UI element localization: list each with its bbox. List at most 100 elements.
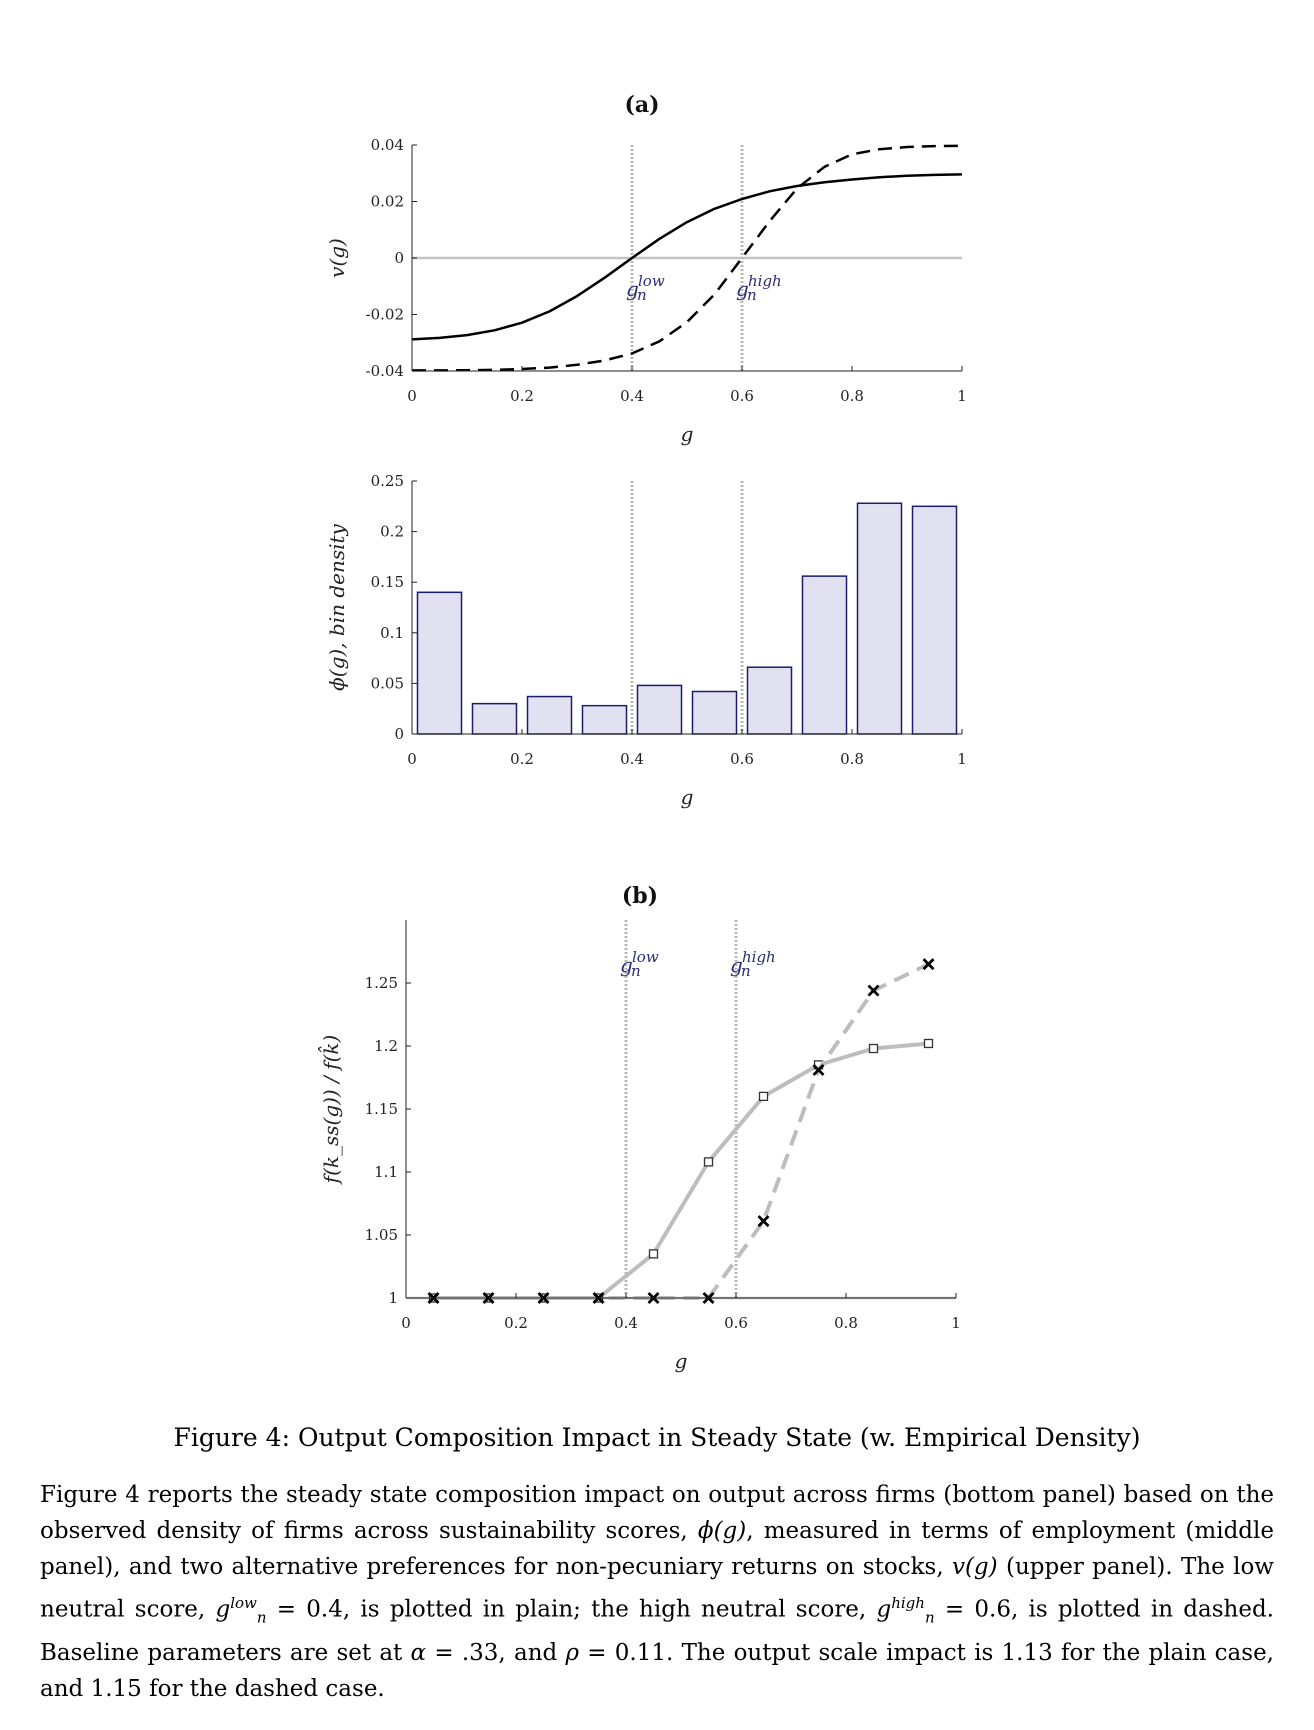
- caption-math: α: [410, 1640, 427, 1667]
- caption-part: Figure 4 reports the steady state compos…: [40, 1482, 1274, 1544]
- x-tick-label: 0: [407, 387, 417, 405]
- x-axis-label: g: [675, 1349, 688, 1373]
- x-tick-label: 0.2: [504, 1314, 528, 1332]
- x-axis-label: g: [681, 422, 694, 446]
- x-tick-label: 0.8: [840, 750, 864, 768]
- neutral-score-subscript-low: n: [637, 286, 647, 304]
- x-tick-label: 0.2: [510, 387, 534, 405]
- caption-math-sub: n: [256, 1608, 267, 1627]
- neutral-score-subscript-high: n: [741, 962, 751, 980]
- data-point-square: [648, 1249, 659, 1259]
- density-bar: [581, 704, 628, 735]
- density-bar: [471, 702, 518, 735]
- caption-part: = 0.11. The output scale impact is 1.13 …: [40, 1640, 1274, 1703]
- data-point-x: [757, 1215, 770, 1228]
- caption-math: ρ: [565, 1640, 580, 1667]
- x-tick-label: 0.6: [730, 750, 754, 768]
- y-axis-label: v(g): [325, 238, 349, 278]
- series-line-solid: [411, 173, 963, 341]
- series-line-dashed: [433, 962, 930, 1300]
- series-line-solid: [433, 1041, 929, 1300]
- x-tick-label: 0.4: [614, 1314, 638, 1332]
- data-point-square: [758, 1091, 769, 1102]
- y-tick-label: 0.2: [380, 523, 404, 541]
- y-tick-label: 1.1: [374, 1163, 398, 1181]
- y-tick-label: 1.25: [365, 974, 398, 992]
- data-point-square: [703, 1157, 714, 1167]
- neutral-score-superscript-low: low: [638, 272, 665, 290]
- neutral-score-subscript-high: n: [747, 286, 757, 304]
- caption-math: ϕ(g): [697, 1518, 747, 1544]
- x-tick-label: 0.8: [834, 1314, 858, 1332]
- y-tick-label: 1.05: [365, 1226, 398, 1244]
- x-tick-label: 0.8: [840, 387, 864, 405]
- panel-a-label: (a): [624, 92, 659, 118]
- density-bar: [691, 690, 738, 735]
- caption-math: g: [215, 1596, 231, 1623]
- y-tick-label: 0: [394, 725, 404, 743]
- caption-part: = .33, and: [426, 1640, 566, 1667]
- figure-caption-text: Figure 4 reports the steady state compos…: [40, 1477, 1274, 1707]
- x-tick-label: 0.4: [620, 387, 644, 405]
- caption-math: v(g): [951, 1554, 998, 1580]
- neutral-score-label-high: g: [730, 953, 743, 977]
- x-tick-label: 0: [401, 1314, 411, 1332]
- x-tick-label: 0.6: [730, 387, 754, 405]
- y-tick-label: 1: [388, 1289, 398, 1307]
- density-bar: [636, 684, 683, 735]
- x-tick-label: 0: [407, 750, 417, 768]
- density-bar: [911, 505, 958, 735]
- neutral-score-superscript-high: high: [742, 948, 776, 966]
- y-axis-label: ϕ(g), bin density: [325, 523, 349, 690]
- density-plot: 0 0.2 0.4 0.6 0.8 1 0 0.05 0.1 0.15 0.2 0.25 g ϕ(g), …: [325, 472, 967, 809]
- caption-math-sup: high: [891, 1594, 925, 1612]
- density-bar: [801, 575, 848, 735]
- y-tick-label: -0.04: [366, 362, 404, 380]
- neutral-score-label-low: g: [626, 277, 639, 301]
- neutral-score-superscript-low: low: [632, 948, 659, 966]
- caption-part: = 0.4, is plotted in plain; the high neu…: [266, 1596, 877, 1623]
- y-tick-label: 0: [394, 249, 404, 267]
- series-line-dashed: [412, 144, 963, 372]
- x-tick-label: 0.6: [724, 1314, 748, 1332]
- caption-math: g: [876, 1596, 892, 1623]
- y-tick-label: 0.1: [380, 624, 404, 642]
- data-point-x: [812, 1063, 825, 1076]
- x-tick-label: 1: [957, 387, 967, 405]
- figure-caption-title: Figure 4: Output Composition Impact in S…: [173, 1423, 1141, 1452]
- x-tick-label: 0.2: [510, 750, 534, 768]
- x-tick-label: 0.4: [620, 750, 644, 768]
- caption-part: (upper panel). The low neutral score,: [40, 1554, 1274, 1623]
- neutral-score-subscript-low: n: [631, 962, 641, 980]
- panel-b-label: (b): [622, 883, 658, 909]
- x-tick-label: 1: [957, 750, 967, 768]
- y-tick-label: 1.2: [374, 1037, 398, 1055]
- y-tick-label: 1.15: [365, 1100, 398, 1118]
- y-axis-label: f(k_ss(g)) / f(k̂): [317, 1035, 343, 1186]
- y-tick-label: 0.25: [371, 472, 404, 490]
- caption-part: = 0.6, is plotted in dashed. Baseline pa…: [40, 1596, 1274, 1667]
- y-tick-label: 0.15: [371, 573, 404, 591]
- data-point-square: [923, 1038, 934, 1049]
- density-bar: [416, 591, 463, 735]
- x-axis-label: g: [681, 785, 694, 809]
- y-tick-label: -0.02: [366, 306, 404, 324]
- density-bar: [746, 666, 793, 735]
- data-point-x: [867, 984, 880, 997]
- caption-math-sub: n: [924, 1608, 935, 1627]
- y-tick-label: 0.04: [371, 136, 404, 154]
- data-point-x: [922, 958, 935, 971]
- neutral-score-superscript-high: high: [748, 272, 782, 290]
- neutral-score-label-high: g: [736, 277, 749, 301]
- density-bar: [856, 502, 903, 735]
- y-tick-label: 0.02: [371, 193, 404, 211]
- caption-part: , measured in terms of employment (middl…: [40, 1518, 1274, 1580]
- caption-math-sup: low: [230, 1594, 257, 1612]
- y-tick-label: 0.05: [371, 674, 404, 692]
- x-tick-label: 1: [951, 1314, 961, 1332]
- data-point-square: [868, 1043, 879, 1054]
- neutral-score-label-low: g: [620, 953, 633, 977]
